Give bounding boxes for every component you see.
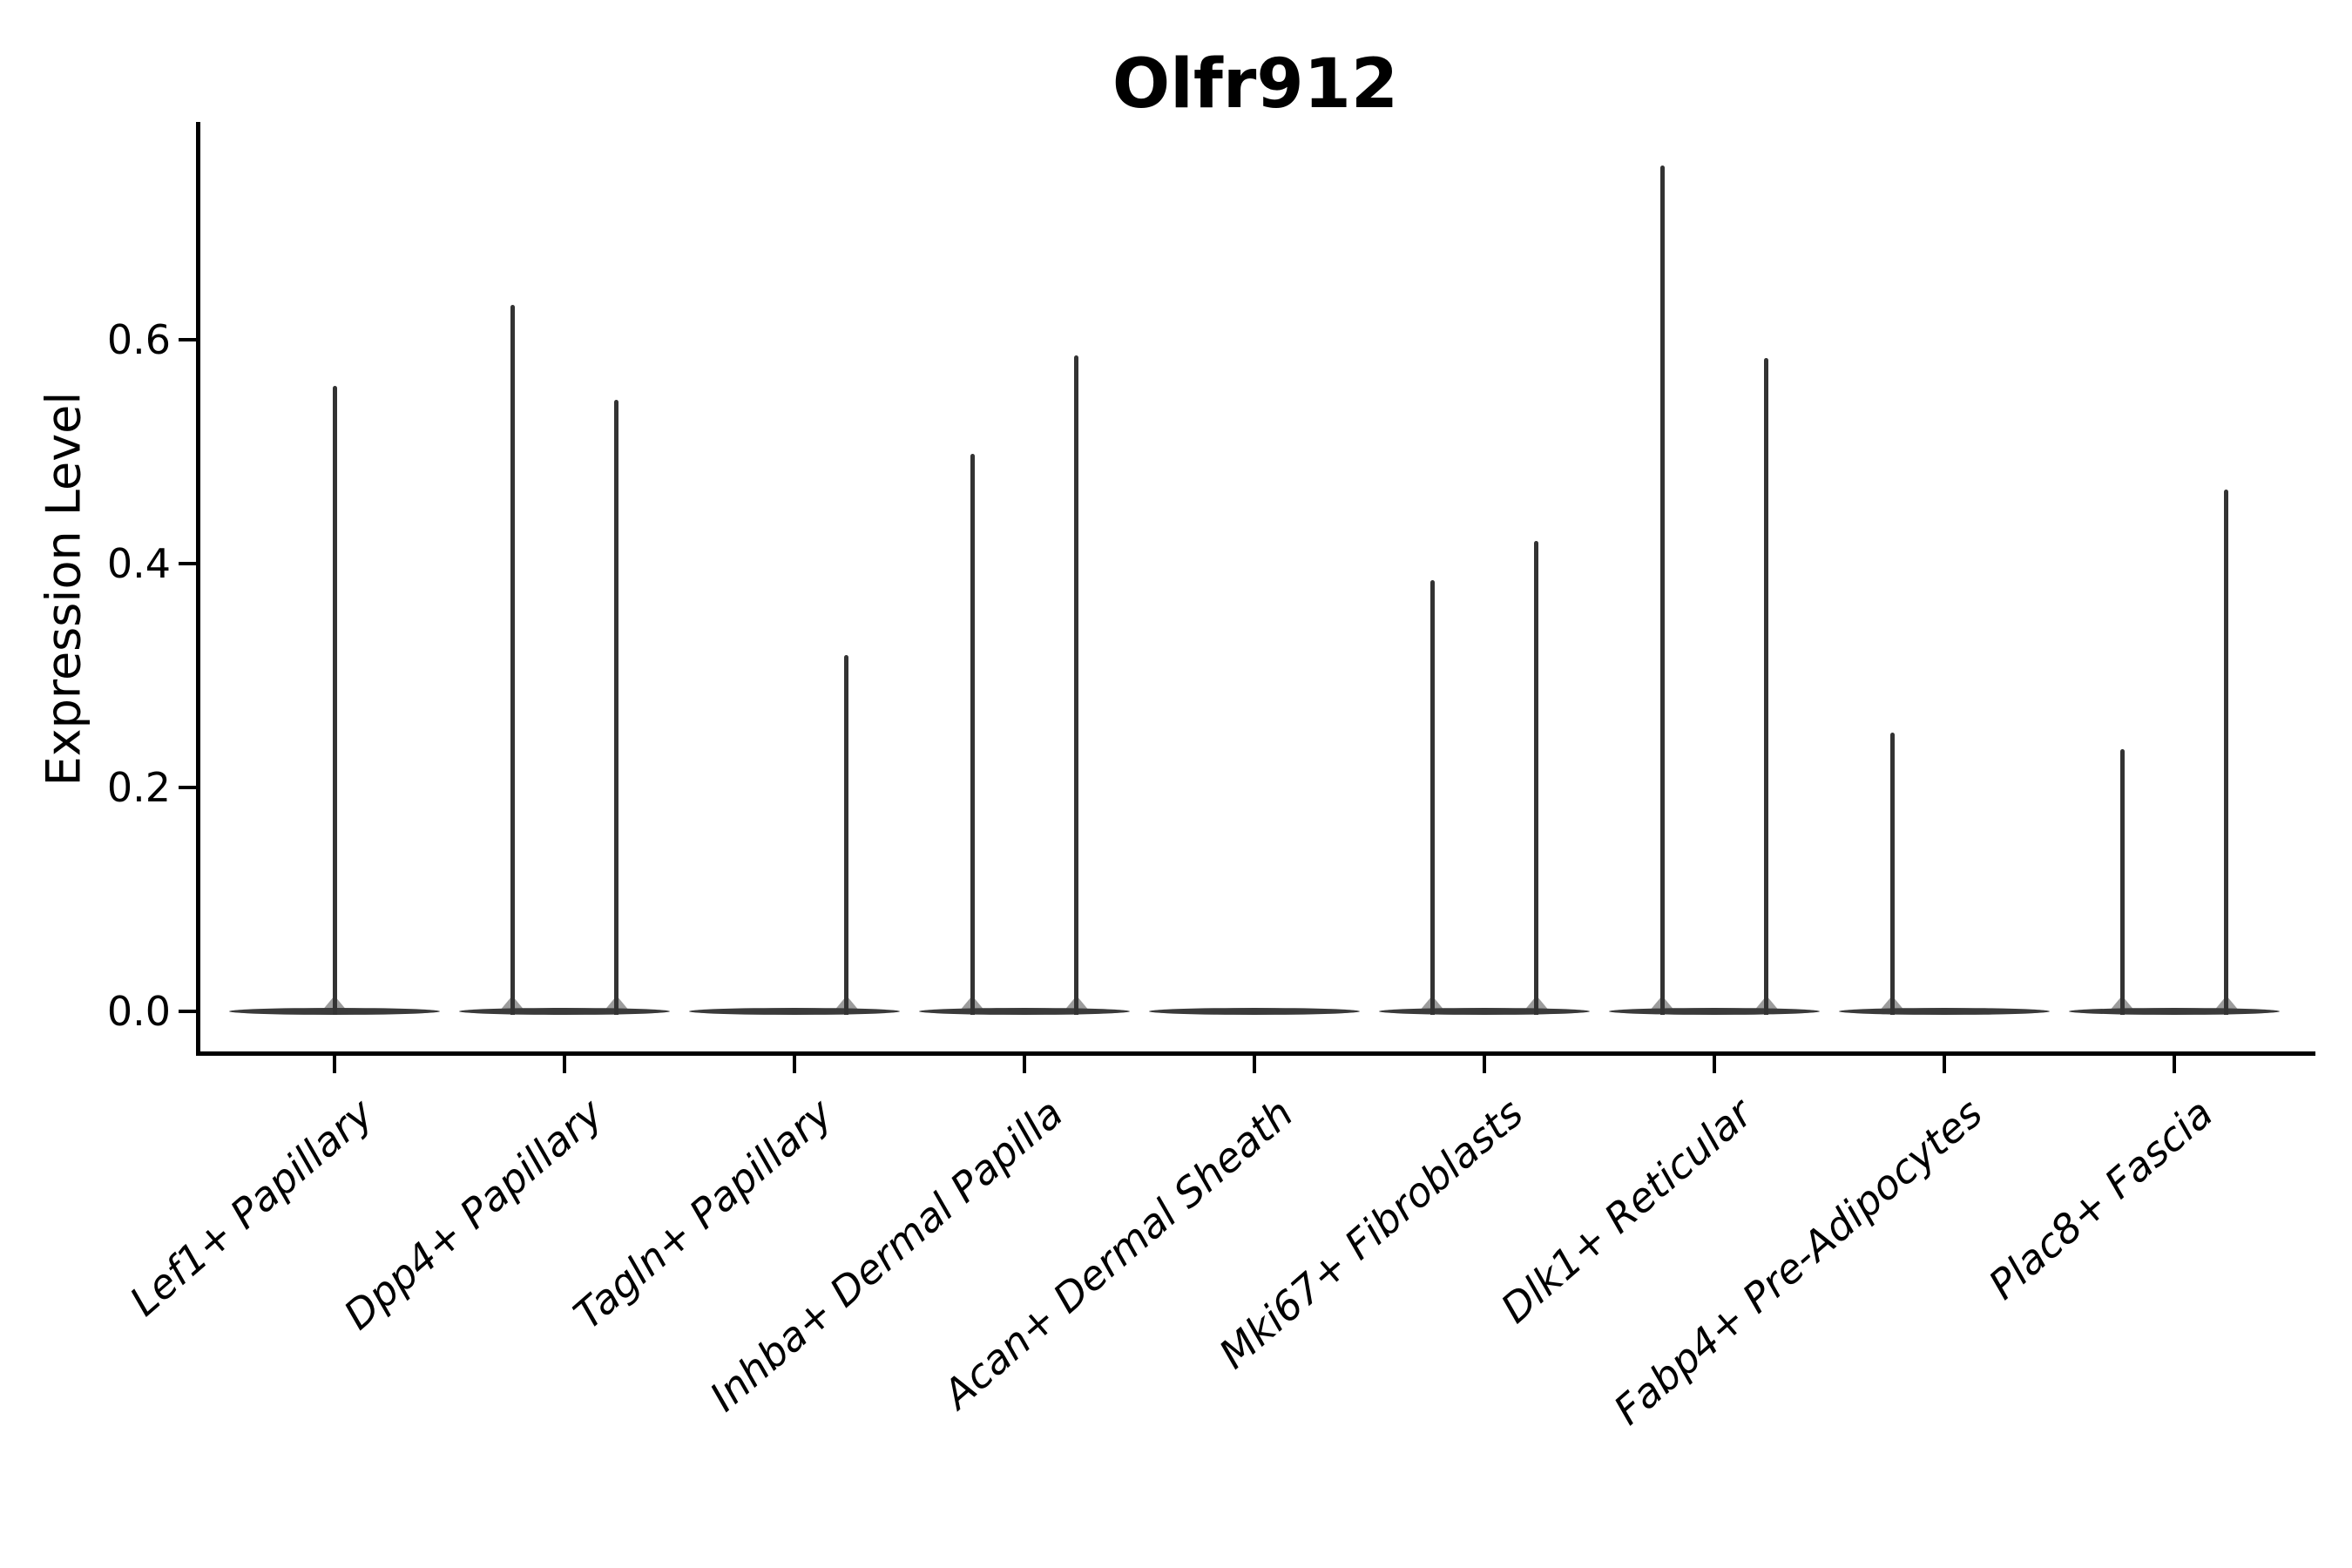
x-tick-mark <box>563 1054 566 1073</box>
x-tick-mark <box>1253 1054 1256 1073</box>
x-tick-mark <box>1023 1054 1026 1073</box>
violin-spike <box>1534 541 1539 1015</box>
violin-baseline <box>2069 1008 2280 1015</box>
violin-spike <box>614 400 619 1015</box>
violin-baseline <box>1149 1008 1360 1015</box>
y-tick-label: 0.2 <box>106 764 171 811</box>
x-tick-label: Plac8+ Fascia <box>1979 1089 2222 1309</box>
x-axis-spine <box>196 1051 2315 1056</box>
violin-baseline <box>919 1008 1130 1015</box>
x-tick-label: Lef1+ Papillary <box>120 1089 382 1326</box>
y-tick-label: 0.6 <box>106 316 171 363</box>
y-tick-label: 0.4 <box>106 540 171 587</box>
violin-spike <box>1074 355 1079 1015</box>
x-tick-label: Fabp4+ Pre-Adipocytes <box>1605 1089 1992 1434</box>
x-tick-mark <box>1483 1054 1486 1073</box>
violin-spike <box>2119 749 2125 1015</box>
y-tick-mark <box>179 1010 196 1013</box>
violin-spike <box>332 385 337 1015</box>
violin-baseline <box>1609 1008 1820 1015</box>
y-axis-spine <box>196 122 200 1056</box>
x-tick-label: Dlk1+ Reticular <box>1491 1089 1762 1333</box>
violin-spike <box>1659 165 1665 1015</box>
violin-baseline <box>459 1008 670 1015</box>
x-tick-mark <box>1713 1054 1716 1073</box>
y-tick-label: 0.0 <box>106 988 171 1035</box>
violin-baseline <box>1839 1008 2050 1015</box>
violin-spike <box>1429 580 1435 1015</box>
violin-spike <box>970 454 975 1015</box>
y-tick-mark <box>179 338 196 341</box>
violin-baseline <box>1379 1008 1590 1015</box>
chart-title: Olfr912 <box>1112 45 1399 124</box>
violin-baseline <box>689 1008 900 1015</box>
x-tick-mark <box>2173 1054 2176 1073</box>
violin-spike <box>510 305 515 1015</box>
x-tick-mark <box>793 1054 796 1073</box>
x-tick-mark <box>1943 1054 1946 1073</box>
violin-spike <box>2224 490 2229 1015</box>
y-tick-mark <box>179 786 196 789</box>
violin-spike <box>1889 733 1895 1015</box>
y-tick-mark <box>179 562 196 565</box>
violin-spike <box>1764 357 1769 1015</box>
x-tick-mark <box>333 1054 336 1073</box>
violin-spike <box>844 655 849 1015</box>
